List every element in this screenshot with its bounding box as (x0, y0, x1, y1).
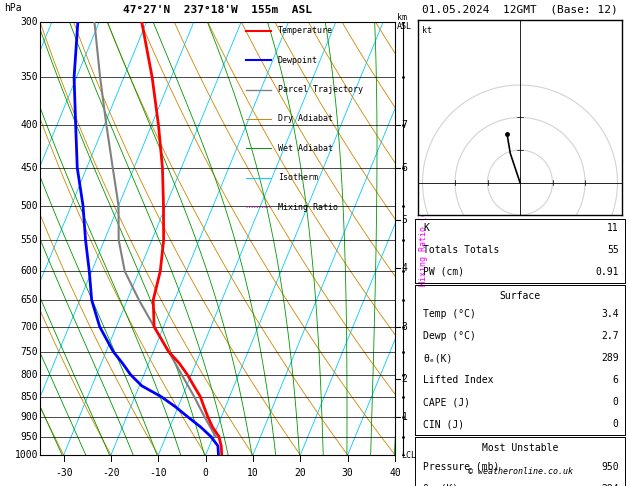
Text: 300: 300 (21, 17, 38, 27)
Text: 30: 30 (342, 468, 353, 478)
Text: 600: 600 (21, 266, 38, 276)
Text: 0: 0 (613, 419, 619, 429)
Text: 5: 5 (401, 215, 407, 225)
Text: 450: 450 (21, 163, 38, 173)
Text: 289: 289 (601, 353, 619, 363)
Text: 10: 10 (247, 468, 259, 478)
Text: hPa: hPa (4, 3, 22, 13)
Text: 11: 11 (607, 223, 619, 233)
Text: 950: 950 (601, 462, 619, 472)
Text: kt: kt (422, 26, 432, 35)
Text: 900: 900 (21, 412, 38, 422)
Text: Temp (°C): Temp (°C) (423, 310, 476, 319)
Text: -10: -10 (150, 468, 167, 478)
Text: 1: 1 (401, 412, 407, 422)
Text: K: K (423, 223, 429, 233)
Text: 850: 850 (21, 392, 38, 401)
Text: θₑ(K): θₑ(K) (423, 353, 453, 363)
Text: CAPE (J): CAPE (J) (423, 397, 470, 407)
Text: 6: 6 (401, 163, 407, 173)
Text: Mixing Ratio (g/kg): Mixing Ratio (g/kg) (419, 191, 428, 286)
Text: 55: 55 (607, 244, 619, 255)
Text: Totals Totals: Totals Totals (423, 244, 500, 255)
Text: Dewp (°C): Dewp (°C) (423, 331, 476, 341)
Text: 500: 500 (21, 201, 38, 211)
Text: Surface: Surface (499, 291, 540, 301)
Text: Lifted Index: Lifted Index (423, 375, 494, 385)
Text: -30: -30 (55, 468, 72, 478)
Text: © weatheronline.co.uk: © weatheronline.co.uk (467, 467, 572, 476)
Text: Dewpoint: Dewpoint (278, 55, 318, 65)
Text: 6: 6 (613, 375, 619, 385)
Text: 294: 294 (601, 484, 619, 486)
Text: Mixing Ratio: Mixing Ratio (278, 203, 338, 212)
Text: 01.05.2024  12GMT  (Base: 12): 01.05.2024 12GMT (Base: 12) (422, 5, 618, 15)
Text: 950: 950 (21, 432, 38, 442)
Text: 2: 2 (401, 374, 407, 384)
Text: 650: 650 (21, 295, 38, 305)
Text: 750: 750 (21, 347, 38, 357)
Text: Dry Adiabat: Dry Adiabat (278, 115, 333, 123)
Text: 0: 0 (203, 468, 209, 478)
Text: LCL: LCL (401, 451, 416, 459)
Text: θₑ (K): θₑ (K) (423, 484, 459, 486)
Text: Isotherm: Isotherm (278, 174, 318, 182)
Text: 350: 350 (21, 72, 38, 83)
Text: 400: 400 (21, 121, 38, 130)
Text: 3: 3 (401, 322, 407, 332)
Text: 47°27'N  237°18'W  155m  ASL: 47°27'N 237°18'W 155m ASL (123, 5, 312, 15)
Text: 40: 40 (389, 468, 401, 478)
Text: CIN (J): CIN (J) (423, 419, 465, 429)
Text: 7: 7 (401, 121, 407, 130)
Text: Wet Adiabat: Wet Adiabat (278, 144, 333, 153)
Text: 800: 800 (21, 370, 38, 380)
Text: 3.4: 3.4 (601, 310, 619, 319)
Text: 700: 700 (21, 322, 38, 332)
Text: km
ASL: km ASL (397, 13, 412, 31)
Text: 20: 20 (294, 468, 306, 478)
Text: -20: -20 (102, 468, 120, 478)
Text: Temperature: Temperature (278, 26, 333, 35)
Text: Parcel Trajectory: Parcel Trajectory (278, 85, 363, 94)
Text: 0: 0 (613, 397, 619, 407)
Text: 550: 550 (21, 235, 38, 245)
Text: 1000: 1000 (14, 450, 38, 460)
Text: 2.7: 2.7 (601, 331, 619, 341)
Text: Most Unstable: Most Unstable (482, 443, 558, 453)
Text: 0.91: 0.91 (595, 267, 619, 277)
Text: Pressure (mb): Pressure (mb) (423, 462, 500, 472)
Text: 4: 4 (401, 263, 407, 273)
Text: PW (cm): PW (cm) (423, 267, 465, 277)
